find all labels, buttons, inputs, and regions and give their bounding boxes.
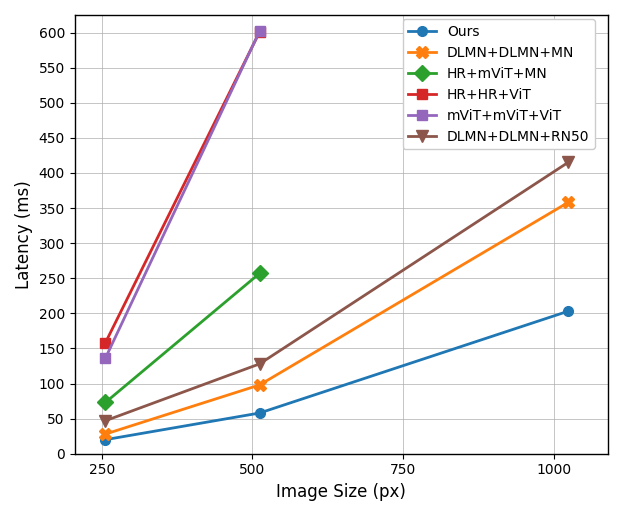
Ours bbox=[565, 308, 572, 314]
DLMN+DLMN+MN bbox=[102, 431, 109, 437]
Line: DLMN+DLMN+RN50: DLMN+DLMN+RN50 bbox=[99, 156, 575, 427]
X-axis label: Image Size (px): Image Size (px) bbox=[276, 483, 406, 501]
Y-axis label: Latency (ms): Latency (ms) bbox=[15, 180, 33, 289]
Line: Ours: Ours bbox=[100, 307, 573, 445]
HR+HR+ViT bbox=[102, 340, 109, 346]
DLMN+DLMN+RN50 bbox=[565, 159, 572, 166]
mViT+mViT+ViT bbox=[256, 28, 263, 34]
HR+HR+ViT bbox=[256, 29, 263, 35]
DLMN+DLMN+RN50 bbox=[102, 417, 109, 424]
mViT+mViT+ViT bbox=[102, 355, 109, 361]
DLMN+DLMN+MN bbox=[256, 382, 263, 388]
Legend: Ours, DLMN+DLMN+MN, HR+mViT+MN, HR+HR+ViT, mViT+mViT+ViT, DLMN+DLMN+RN50: Ours, DLMN+DLMN+MN, HR+mViT+MN, HR+HR+Vi… bbox=[403, 20, 595, 149]
Ours bbox=[256, 410, 263, 416]
HR+mViT+MN bbox=[102, 399, 109, 406]
Ours bbox=[102, 437, 109, 443]
Line: HR+HR+ViT: HR+HR+ViT bbox=[100, 27, 264, 348]
DLMN+DLMN+MN bbox=[565, 199, 572, 205]
Line: DLMN+DLMN+MN: DLMN+DLMN+MN bbox=[100, 197, 573, 440]
Line: HR+mViT+MN: HR+mViT+MN bbox=[100, 268, 265, 408]
HR+mViT+MN bbox=[256, 270, 263, 277]
DLMN+DLMN+RN50 bbox=[256, 361, 263, 367]
Line: mViT+mViT+ViT: mViT+mViT+ViT bbox=[100, 26, 264, 363]
